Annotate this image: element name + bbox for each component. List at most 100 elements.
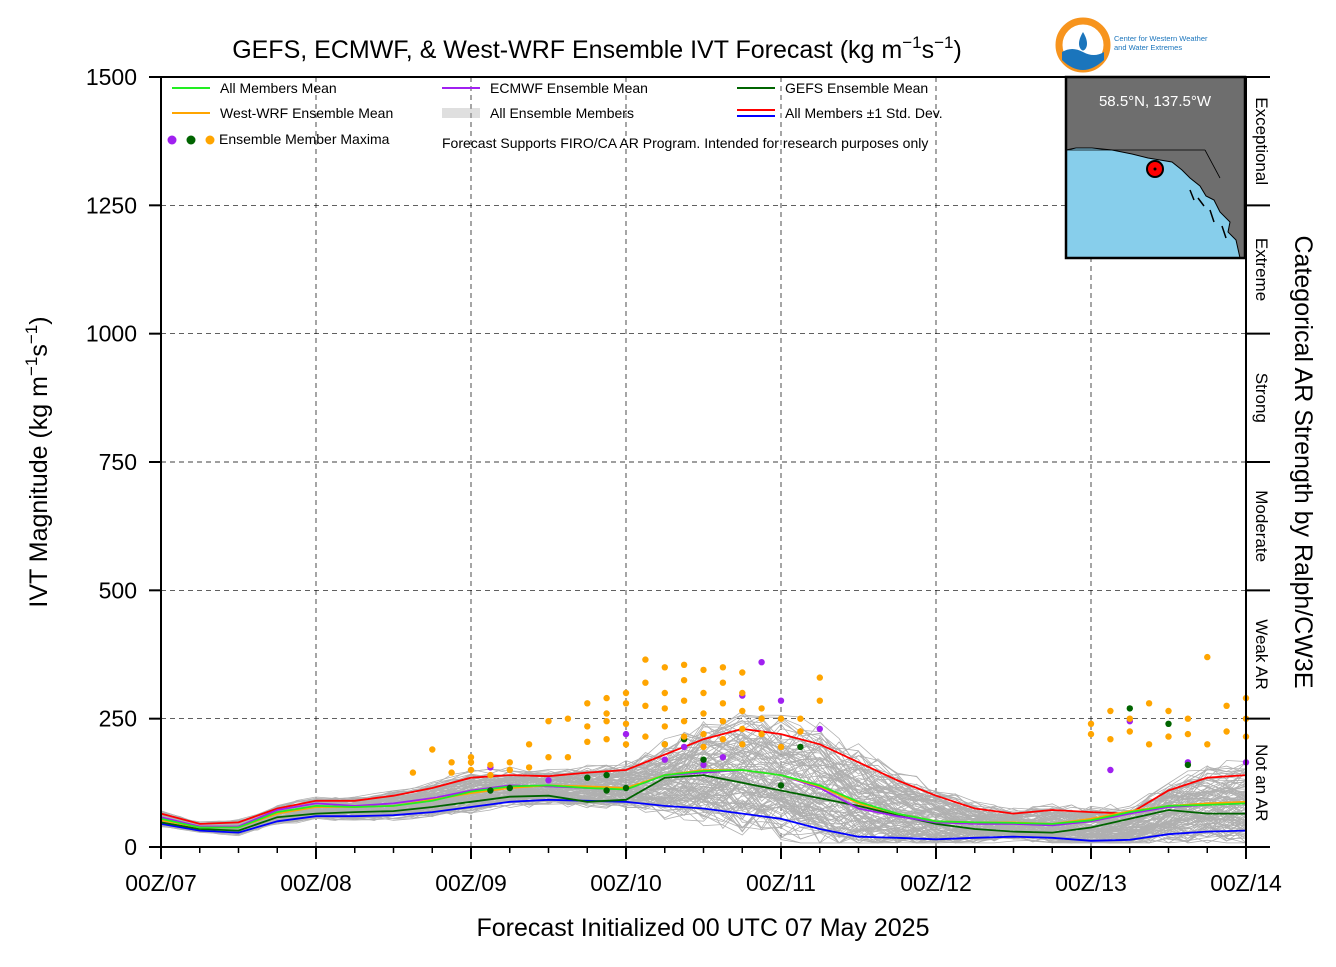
category-label: Strong — [1252, 373, 1271, 423]
ensemble-member-line — [160, 791, 1247, 844]
maxima-dot — [564, 754, 572, 761]
maxima-dot — [680, 677, 688, 684]
series-lines — [160, 727, 1247, 842]
maxima-dot — [467, 754, 475, 761]
maxima-dot — [719, 664, 727, 671]
maxima-dot — [506, 759, 513, 766]
maxima-dot — [622, 689, 630, 697]
maxima-dot — [1184, 761, 1192, 769]
ensemble-member-line — [160, 800, 1247, 844]
maxima-dot — [603, 718, 610, 725]
y-tick-label: 1000 — [86, 321, 137, 347]
maxima-dot — [739, 689, 746, 697]
maxima-dot — [506, 766, 513, 774]
maxima-dot — [1204, 653, 1211, 661]
maxima-dot — [545, 718, 552, 725]
maxima-dot — [797, 715, 804, 722]
maxima-dot — [603, 736, 610, 743]
legend-label: ECMWF Ensemble Mean — [490, 80, 648, 96]
maxima-dot — [680, 743, 688, 751]
inset-location-label: 58.5°N, 137.5°W — [1099, 93, 1212, 110]
series-line — [160, 727, 1247, 825]
maxima-dot — [797, 728, 804, 735]
ensemble-maxima — [409, 653, 1250, 794]
legend: All Members Mean ECMWF Ensemble Mean GEFS … — [167, 80, 943, 147]
maxima-dot — [525, 764, 533, 771]
x-tick-label: 00Z/07 — [125, 870, 197, 896]
maxima-dot — [719, 754, 727, 761]
category-label: Extreme — [1252, 238, 1271, 301]
maxima-dot — [584, 774, 591, 781]
maxima-dot — [739, 707, 746, 715]
series-line — [160, 798, 1247, 842]
maxima-dot — [409, 769, 417, 776]
maxima-dot — [1223, 702, 1230, 709]
x-tick-label: 00Z/14 — [1210, 870, 1282, 896]
x-tick-label: 00Z/08 — [280, 870, 352, 896]
maxima-dot — [622, 784, 630, 792]
inset-land — [1065, 76, 1246, 259]
maxima-dot — [739, 669, 746, 676]
maxima-dot — [603, 710, 610, 717]
maxima-dot — [467, 759, 475, 766]
y-tick-label: 1500 — [86, 64, 137, 90]
maxima-dot — [448, 759, 455, 766]
maxima-dot — [816, 674, 823, 681]
category-label: Weak AR — [1252, 619, 1271, 690]
maxima-dot — [603, 787, 610, 794]
legend-label: All Members ±1 Std. Dev. — [785, 105, 943, 121]
maxima-dot — [719, 718, 727, 725]
maxima-dot — [700, 710, 707, 717]
maxima-dot — [1145, 741, 1153, 748]
maxima-dot — [661, 741, 668, 748]
maxima-dot — [739, 725, 746, 733]
x-tick-label: 00Z/10 — [590, 870, 662, 896]
maxima-dot — [758, 730, 765, 738]
y-tick-label: 1250 — [86, 192, 137, 218]
maxima-dot — [622, 741, 630, 748]
maxima-dot — [1184, 715, 1192, 722]
legend-label: West-WRF Ensemble Mean — [220, 105, 393, 121]
y-tick-label: 750 — [99, 449, 137, 475]
maxima-dot — [700, 743, 707, 751]
maxima-dot — [661, 723, 668, 730]
maxima-dot — [642, 656, 649, 663]
x-tick-label: 00Z/12 — [900, 870, 972, 896]
maxima-dot — [777, 715, 785, 722]
maxima-dot — [622, 700, 630, 707]
maxima-dot — [584, 700, 591, 707]
category-label: Exceptional — [1252, 97, 1271, 185]
maxima-dot — [739, 741, 746, 748]
maxima-dot — [777, 697, 785, 704]
maxima-dot — [661, 756, 668, 763]
research-note: Forecast Supports FIRO/CA AR Program. In… — [442, 135, 928, 151]
series-line — [160, 769, 1247, 828]
maxima-dot — [758, 659, 765, 666]
y-axis-label: IVT Magnitude (kg m−1s−1) — [22, 316, 53, 607]
maxima-dot — [584, 723, 591, 730]
maxima-dot — [1145, 700, 1153, 707]
legend-label: All Members Mean — [220, 80, 337, 96]
maxima-dot — [1184, 730, 1192, 738]
maxima-dot — [642, 679, 649, 686]
maxima-dot — [603, 694, 610, 702]
maxima-dot — [1165, 707, 1172, 715]
legend-dot — [205, 135, 215, 145]
x-tick-label: 00Z/09 — [435, 870, 507, 896]
maxima-dot — [680, 718, 688, 725]
maxima-dot — [1087, 730, 1095, 738]
maxima-dot — [777, 743, 785, 751]
maxima-dot — [758, 715, 765, 722]
ensemble-member-line — [160, 717, 1247, 825]
maxima-dot — [816, 697, 823, 704]
legend-dot — [167, 135, 177, 145]
maxima-dot — [622, 720, 630, 727]
maxima-dot — [429, 746, 436, 753]
maxima-dot — [1107, 736, 1114, 743]
maxima-dot — [1087, 720, 1095, 727]
maxima-dot — [700, 666, 707, 674]
maxima-dot — [719, 736, 727, 743]
logo-org-line2: and Water Extremes — [1114, 43, 1182, 52]
